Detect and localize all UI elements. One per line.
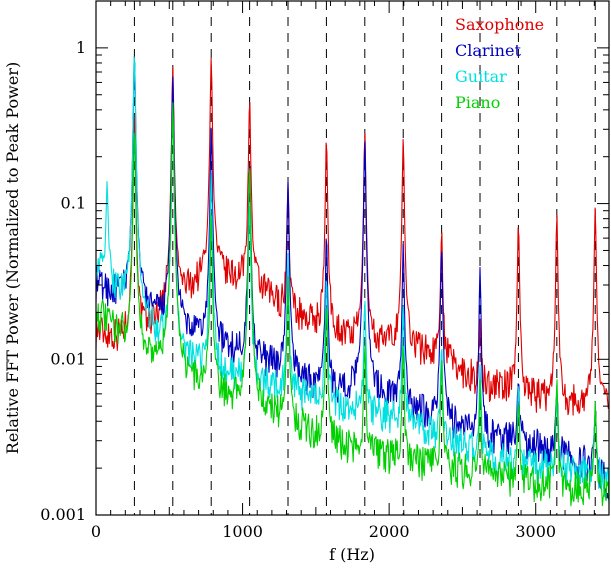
x-axis-label: f (Hz) <box>329 545 375 564</box>
x-tick-label: 2000 <box>369 522 410 541</box>
series-line-guitar <box>95 56 610 498</box>
y-tick-label: 1 <box>76 38 86 57</box>
x-tick-label: 3000 <box>515 522 556 541</box>
y-tick-label: 0.01 <box>50 349 86 368</box>
legend-entry-piano: Piano <box>455 93 500 112</box>
legend-entry-saxophone: Saxophone <box>455 15 544 34</box>
x-tick-label: 0 <box>91 522 101 541</box>
series-group <box>95 56 610 507</box>
series-line-piano <box>95 102 610 507</box>
x-tick-label: 1000 <box>222 522 263 541</box>
legend-entry-clarinet: Clarinet <box>455 41 521 60</box>
legend-entry-guitar: Guitar <box>455 67 507 86</box>
y-tick-label: 0.1 <box>61 194 86 213</box>
series-line-saxophone <box>95 57 610 416</box>
plot-frame <box>95 0 610 516</box>
series-line-clarinet <box>95 56 610 500</box>
legend: Saxophone Clarinet Guitar Piano <box>455 15 544 112</box>
y-tick-label: 0.001 <box>40 505 86 524</box>
tick-labels: 0 1000 2000 3000 0.001 0.01 0.1 1 <box>40 38 556 541</box>
y-axis-label: Relative FFT Power (Normalized to Peak P… <box>3 62 22 454</box>
